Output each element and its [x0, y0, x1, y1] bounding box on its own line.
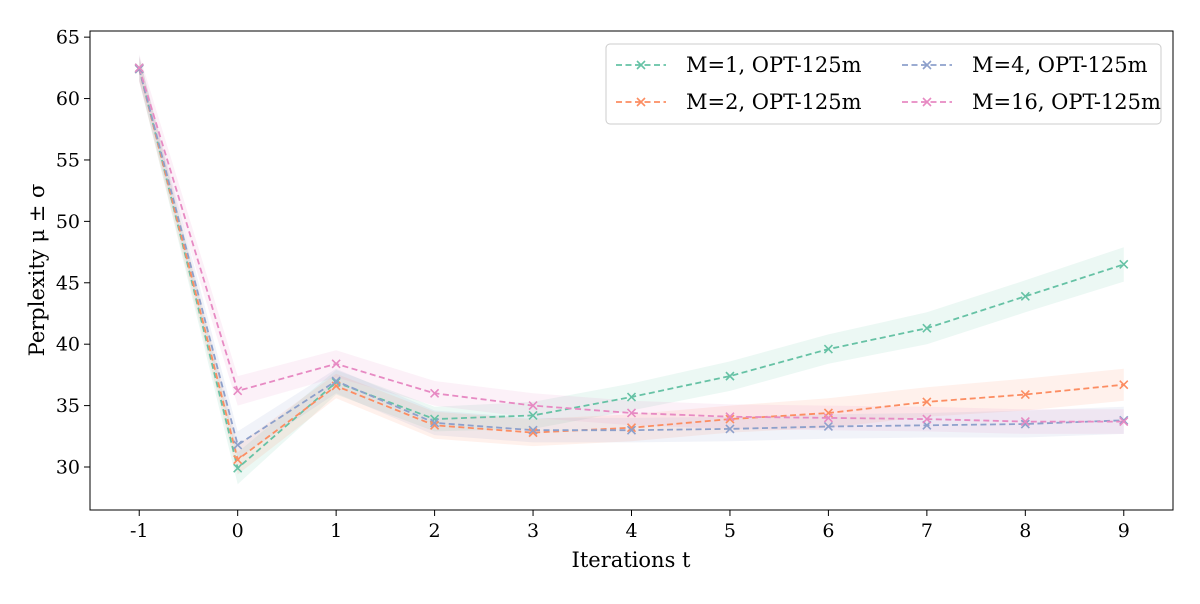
data-point-series-3-x-5: [725, 424, 735, 434]
legend-marker-series-3: [922, 60, 932, 70]
data-point-series-4-x-3: [528, 401, 538, 411]
legend: M=1, OPT-125m M=2, OPT-125m M=4, OPT-125m M…: [605, 43, 1162, 125]
data-point-series-1-x-8: [1020, 291, 1030, 301]
data-point-series-2-x-9: [1119, 380, 1129, 390]
y-tick-label: 55: [56, 149, 80, 171]
x-tick-label: 4: [625, 520, 637, 542]
x-axis: -1 0 1 2 3 4 5 6 7 8 9: [130, 510, 1130, 542]
x-tick-label: 3: [527, 520, 539, 542]
data-point-series-4-x-8: [1020, 417, 1030, 427]
x-axis-label: Iterations t: [572, 548, 691, 572]
data-point-series-3-x-6: [823, 421, 833, 432]
data-point-series-4-x-6: [823, 413, 833, 423]
data-point-series-3-x-1: [331, 376, 341, 386]
legend-label-series-2: M=2, OPT-125m: [686, 90, 862, 114]
y-tick-label: 50: [56, 211, 80, 233]
x-tick-label: 0: [232, 520, 244, 542]
data-point-series-1-x-9: [1119, 259, 1129, 269]
x-tick-label: 9: [1118, 520, 1130, 542]
data-point-series-2-x-5: [725, 414, 735, 424]
x-tick-label: -1: [130, 520, 149, 542]
y-tick-label: 35: [56, 395, 80, 417]
data-point-series-2-x-3: [528, 428, 538, 438]
series-markers: [134, 63, 1129, 473]
data-point-series-2-x-2: [430, 420, 440, 430]
y-tick-label: 30: [56, 457, 80, 479]
legend-marker-series-2: [636, 97, 646, 107]
data-point-series-4-x-1: [331, 359, 341, 369]
data-point-series-3-x-0: [233, 440, 243, 450]
data-point-series-1-x-3: [528, 410, 538, 420]
data-point-series-1-x-4: [626, 392, 637, 402]
legend-marker-series-1: [636, 60, 646, 70]
y-tick-label: 45: [56, 272, 80, 294]
std-bands: [139, 54, 1124, 485]
data-point-series-2-x-8: [1020, 389, 1030, 400]
std-band-series-3: [139, 56, 1124, 459]
legend-marker-series-4: [922, 97, 932, 107]
y-tick-label: 65: [56, 27, 80, 49]
legend-label-series-4: M=16, OPT-125m: [972, 90, 1161, 114]
data-point-series-1-x-5: [725, 371, 735, 381]
data-point-series-4-x-7: [922, 414, 932, 424]
y-tick-label: 40: [56, 334, 80, 356]
data-point-series-2-x-7: [922, 397, 932, 407]
x-tick-label: 1: [330, 520, 342, 542]
data-point-series-1-x-7: [922, 323, 932, 333]
legend-label-series-1: M=1, OPT-125m: [686, 53, 862, 77]
data-point-series-3-x--1: [134, 64, 144, 74]
x-tick-label: 7: [921, 520, 933, 542]
data-point-series-1-x-1: [331, 377, 341, 387]
y-axis-label: Perplexity μ ± σ: [25, 184, 49, 357]
data-point-series-3-x-2: [430, 418, 440, 428]
data-point-series-3-x-3: [528, 425, 538, 435]
std-band-series-1: [139, 55, 1124, 485]
data-point-series-1-x-6: [823, 344, 833, 354]
data-point-series-1-x-0: [233, 463, 243, 473]
y-axis: 30 35 40 45 50 55 60 65: [56, 27, 90, 479]
x-tick-label: 2: [429, 520, 441, 542]
data-point-series-2-x-4: [626, 423, 637, 433]
data-point-series-3-x-8: [1020, 419, 1030, 429]
std-band-series-4: [139, 54, 1124, 434]
data-point-series-3-x-9: [1119, 415, 1129, 425]
data-point-series-4-x-4: [626, 408, 637, 418]
data-point-series-4-x-9: [1119, 417, 1129, 427]
data-point-series-4-x-0: [233, 386, 243, 396]
legend-box: [605, 43, 1162, 125]
series-line-4: [138, 67, 1124, 423]
x-tick-label: 6: [822, 520, 834, 542]
y-tick-label: 60: [56, 88, 80, 110]
data-point-series-4-x-2: [430, 388, 440, 398]
data-point-series-4-x--1: [134, 63, 144, 73]
x-tick-label: 8: [1019, 520, 1031, 542]
data-point-series-4-x-5: [725, 412, 735, 422]
legend-label-series-3: M=4, OPT-125m: [972, 53, 1148, 77]
x-tick-label: 5: [724, 520, 736, 542]
data-point-series-3-x-4: [626, 425, 637, 435]
data-point-series-2-x-0: [233, 455, 243, 465]
